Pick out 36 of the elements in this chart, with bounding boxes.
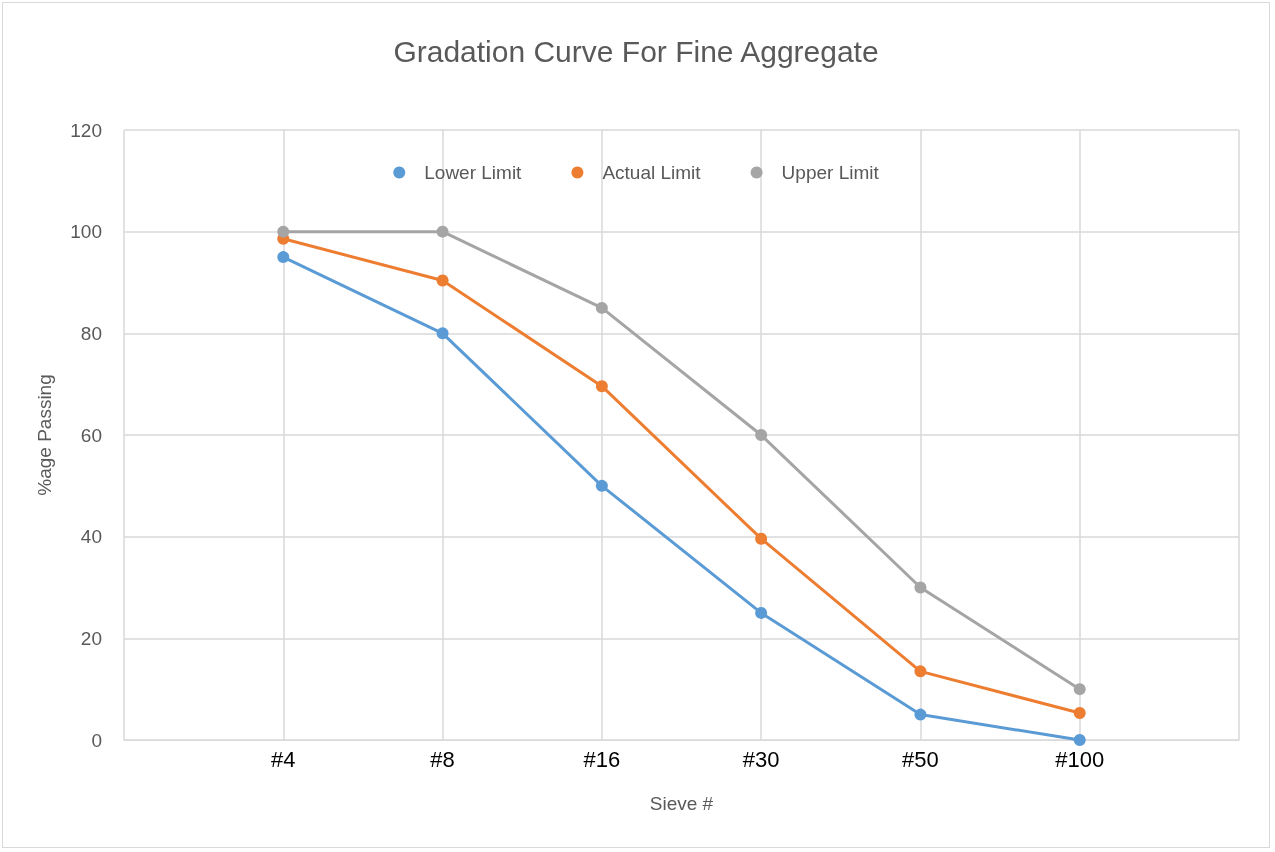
point	[755, 429, 768, 441]
y-tick-label: 0	[91, 729, 102, 751]
point	[436, 327, 449, 340]
y-axis-title: %age Passing	[34, 374, 55, 496]
point	[755, 606, 768, 619]
x-tick-label: #30	[742, 746, 780, 772]
point	[595, 479, 608, 492]
y-tick-label: 80	[80, 322, 102, 344]
point	[436, 274, 449, 287]
point	[595, 301, 608, 314]
x-tick-label: #8	[430, 746, 455, 772]
point	[914, 708, 927, 721]
point	[914, 581, 927, 594]
point	[914, 665, 927, 678]
y-tick-label: 60	[80, 424, 102, 446]
point	[595, 380, 608, 393]
point	[1073, 707, 1086, 720]
x-axis-title: Sieve #	[649, 793, 714, 814]
y-tick-label: 40	[80, 526, 102, 548]
point	[277, 225, 290, 238]
point	[1073, 734, 1086, 746]
y-tick-label: 120	[70, 119, 102, 141]
legend-label: Lower Limit	[424, 162, 523, 183]
x-tick-label: #16	[583, 746, 621, 772]
legend-label: Upper Limit	[781, 162, 880, 183]
x-tick-label: #4	[271, 746, 296, 772]
point	[436, 225, 449, 238]
x-tick-label: #50	[902, 746, 939, 772]
point	[1073, 683, 1086, 696]
y-tick-label: 20	[80, 627, 102, 649]
point	[277, 251, 290, 264]
y-tick-label: 100	[70, 221, 102, 243]
chart-title: Gradation Curve For Fine Aggregate	[393, 34, 879, 68]
legend-label: Actual Limit	[602, 162, 702, 183]
point	[755, 532, 768, 545]
x-tick-label: #100	[1055, 746, 1105, 772]
